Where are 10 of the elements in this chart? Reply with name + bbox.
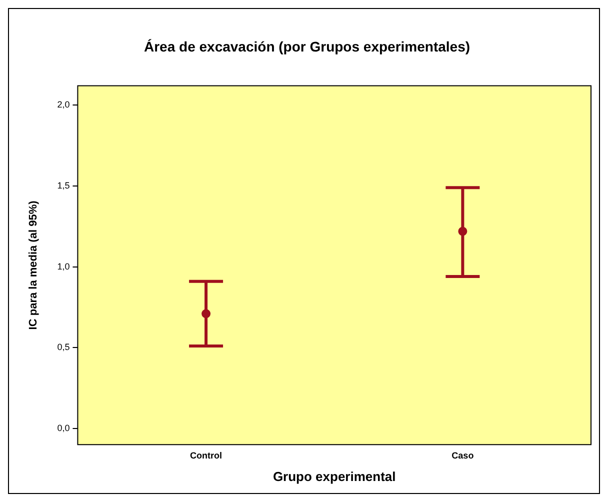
x-axis-title: Grupo experimental [272,468,396,484]
x-tick-label: Control [190,450,222,460]
chart-title: Área de excavación (por Grupos experimentales) [144,38,470,54]
y-tick-label: 0,0 [57,422,70,433]
y-tick-label: 2,0 [57,100,70,110]
y-tick-label: 1,0 [57,261,70,272]
y-tick-label: 0,5 [57,342,70,352]
y-tick-label: 1,5 [57,180,70,190]
y-axis-title: IC para la media (al 95%) [28,200,40,330]
x-tick-label: Caso [452,450,474,460]
